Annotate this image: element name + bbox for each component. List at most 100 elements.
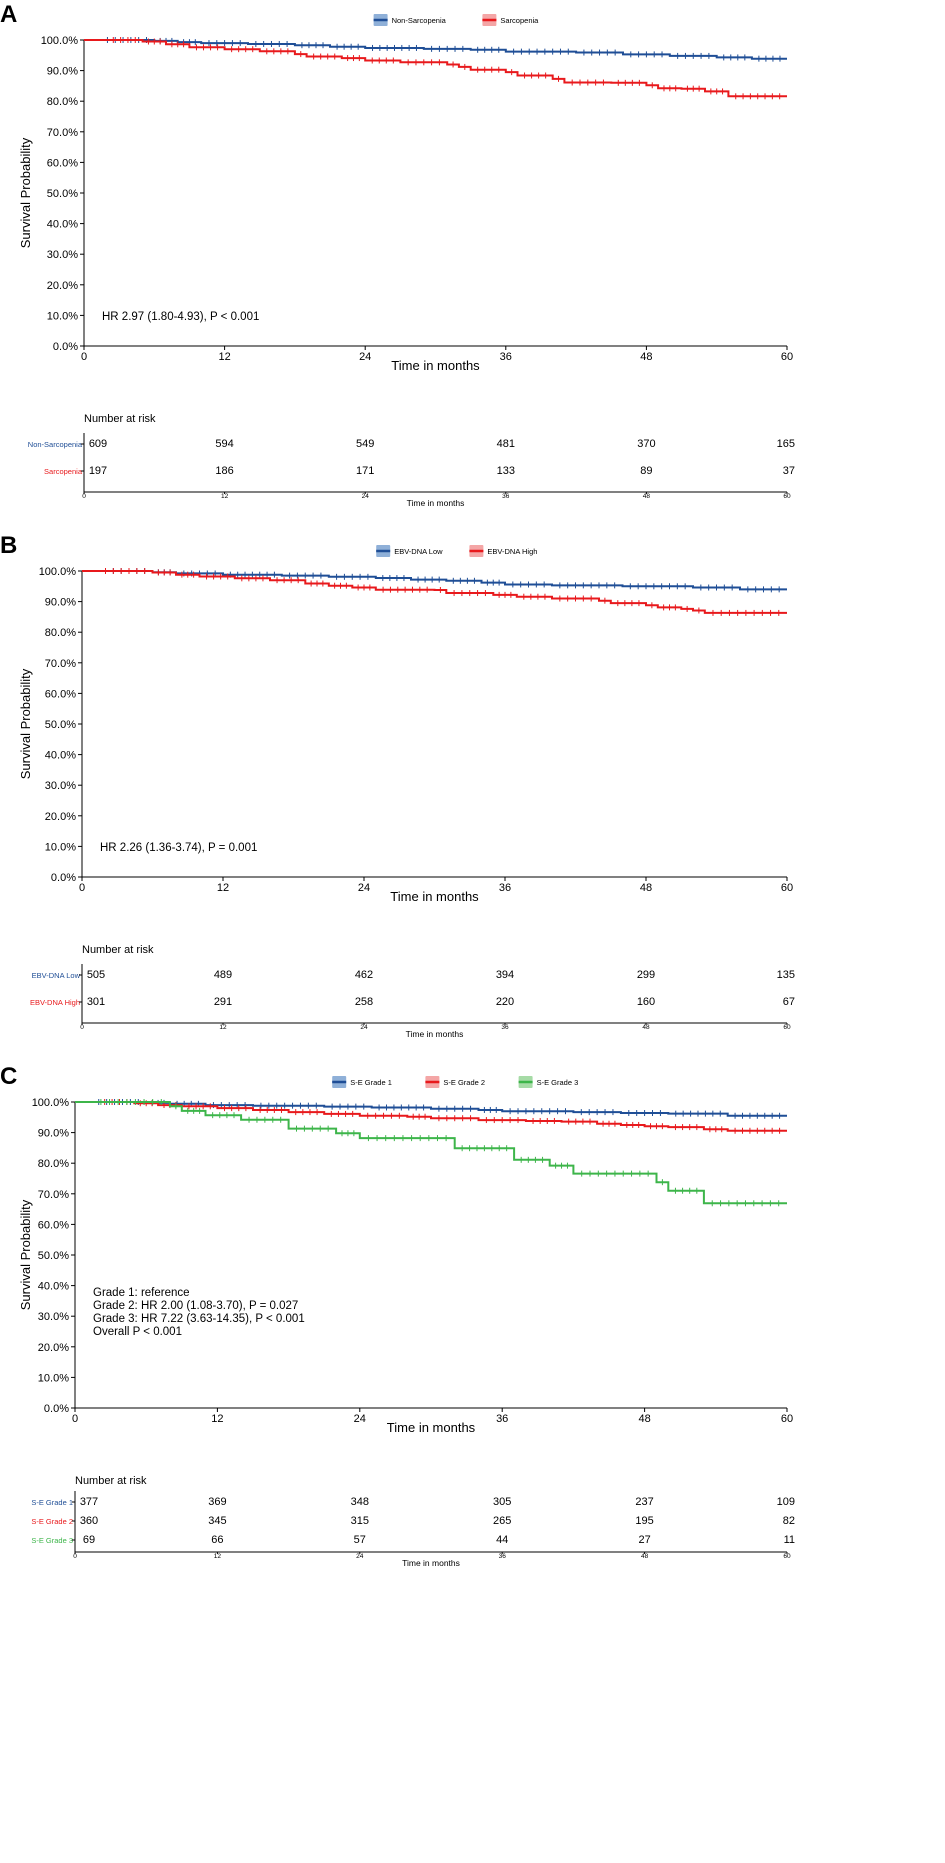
x-tick-label: 48	[638, 1413, 650, 1425]
censor-marks	[106, 37, 781, 62]
x-tick-label: 24	[358, 882, 370, 894]
risk-x-tick-label: 36	[499, 1553, 507, 1560]
risk-count: 481	[497, 438, 515, 450]
legend-label: Sarcopenia	[500, 16, 539, 25]
risk-x-tick-label: 12	[214, 1553, 222, 1560]
hazard-ratio-annotation: Overall P < 0.001	[93, 1326, 182, 1338]
y-tick-label: 30.0%	[38, 1311, 69, 1323]
y-tick-label: 30.0%	[45, 780, 76, 792]
x-tick-label: 24	[354, 1413, 366, 1425]
risk-row-label: S-E Grade 2	[31, 1517, 73, 1526]
censor-marks	[105, 568, 780, 616]
x-tick-label: 12	[211, 1413, 223, 1425]
risk-count: 197	[89, 465, 107, 477]
risk-x-tick-label: 0	[73, 1553, 77, 1560]
y-tick-label: 100.0%	[39, 566, 77, 578]
hazard-ratio-annotation: Grade 3: HR 7.22 (3.63-14.35), P < 0.001	[93, 1313, 305, 1325]
y-axis-title: Survival Probability	[18, 1199, 33, 1310]
x-axis-title: Time in months	[387, 1420, 476, 1435]
risk-count: 237	[635, 1496, 653, 1508]
y-tick-label: 20.0%	[38, 1342, 69, 1354]
risk-count: 160	[637, 996, 655, 1008]
y-tick-label: 50.0%	[38, 1250, 69, 1262]
x-tick-label: 24	[359, 351, 371, 363]
risk-count: 394	[496, 969, 514, 981]
legend-key	[332, 1076, 347, 1088]
y-tick-label: 0.0%	[53, 341, 78, 353]
y-tick-label: 60.0%	[45, 688, 76, 700]
km-panel-b: B EBV-DNA Low EBV-DNA High 0.0% 10.0% 20.0% 30…	[0, 532, 795, 1039]
y-tick-label: 90.0%	[47, 66, 78, 78]
hazard-ratio-annotation: HR 2.97 (1.80-4.93), P < 0.001	[102, 311, 259, 323]
survival-curve-non-sarcopenia	[84, 39, 787, 60]
risk-row-label: Non-Sarcopenia	[28, 440, 83, 449]
legend-key	[373, 14, 388, 26]
censor-marks	[98, 1099, 781, 1119]
risk-row-label: S-E Grade 1	[31, 1498, 73, 1507]
survival-curve-sarcopenia	[84, 39, 787, 98]
x-axis-title: Time in months	[391, 358, 480, 373]
risk-x-tick-label: 0	[82, 493, 86, 500]
censor-marks	[112, 37, 781, 100]
risk-x-tick-label: 12	[219, 1024, 227, 1031]
risk-count: 505	[87, 969, 105, 981]
risk-count: 489	[214, 969, 232, 981]
y-tick-label: 40.0%	[38, 1281, 69, 1293]
y-tick-label: 40.0%	[45, 750, 76, 762]
legend: Non-Sarcopenia Sarcopenia	[373, 14, 539, 26]
risk-x-tick-label: 36	[501, 1024, 509, 1031]
risk-count: 609	[89, 438, 107, 450]
risk-x-tick-label: 24	[360, 1024, 368, 1031]
legend-key	[482, 14, 497, 26]
y-tick-label: 20.0%	[47, 280, 78, 292]
risk-count: 66	[211, 1534, 223, 1546]
y-tick-label: 10.0%	[47, 310, 78, 322]
x-tick-label: 60	[781, 1413, 793, 1425]
risk-count: 220	[496, 996, 514, 1008]
risk-count: 462	[355, 969, 373, 981]
y-tick-label: 0.0%	[44, 1403, 69, 1415]
risk-count: 171	[356, 465, 374, 477]
hazard-ratio-annotation: Grade 1: reference	[93, 1287, 190, 1299]
risk-count: 305	[493, 1496, 511, 1508]
y-tick-label: 10.0%	[38, 1372, 69, 1384]
risk-count: 291	[214, 996, 232, 1008]
risk-x-tick-label: 60	[783, 493, 791, 500]
risk-x-tick-label: 48	[643, 493, 651, 500]
risk-count: 299	[637, 969, 655, 981]
risk-count: 315	[351, 1515, 369, 1527]
y-tick-label: 80.0%	[47, 96, 78, 108]
legend-label: Non-Sarcopenia	[392, 16, 447, 25]
x-tick-label: 60	[781, 351, 793, 363]
risk-count: 67	[783, 996, 795, 1008]
risk-count: 345	[208, 1515, 226, 1527]
legend: EBV-DNA Low EBV-DNA High	[376, 545, 537, 557]
y-tick-label: 80.0%	[38, 1158, 69, 1170]
risk-table-title: Number at risk	[75, 1475, 147, 1487]
y-tick-label: 90.0%	[38, 1128, 69, 1140]
risk-table: Number at risk S-E Grade 1 377 369 348 305 237…	[31, 1475, 795, 1568]
risk-x-tick-label: 48	[641, 1553, 649, 1560]
y-tick-label: 30.0%	[47, 249, 78, 261]
risk-count: 165	[777, 438, 795, 450]
y-tick-label: 0.0%	[51, 872, 76, 884]
y-tick-label: 40.0%	[47, 219, 78, 231]
y-tick-label: 50.0%	[45, 719, 76, 731]
panel-label: A	[0, 1, 17, 28]
panel-label: C	[0, 1063, 17, 1090]
x-tick-label: 12	[217, 882, 229, 894]
legend-label: EBV-DNA Low	[394, 547, 443, 556]
x-tick-label: 36	[500, 351, 512, 363]
censor-marks	[100, 1099, 780, 1207]
risk-row-label: EBV-DNA High	[30, 998, 80, 1007]
risk-x-tick-label: 24	[362, 493, 370, 500]
risk-count: 360	[80, 1515, 98, 1527]
risk-count: 594	[215, 438, 233, 450]
legend-label: S-E Grade 2	[443, 1078, 485, 1087]
risk-count: 377	[80, 1496, 98, 1508]
legend-label: S-E Grade 3	[537, 1078, 579, 1087]
y-tick-label: 20.0%	[45, 811, 76, 823]
risk-x-tick-label: 60	[783, 1024, 791, 1031]
risk-count: 135	[777, 969, 795, 981]
